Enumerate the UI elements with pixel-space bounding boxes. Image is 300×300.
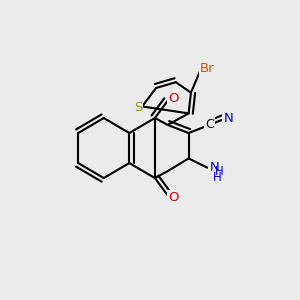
Text: H: H — [215, 165, 224, 178]
Text: O: O — [168, 191, 179, 204]
Text: Br: Br — [200, 62, 214, 75]
Text: O: O — [168, 92, 179, 105]
Text: H: H — [213, 171, 221, 184]
Text: N: N — [223, 112, 233, 124]
Text: S: S — [134, 101, 142, 114]
Text: C: C — [205, 118, 214, 131]
Text: N: N — [209, 161, 219, 174]
